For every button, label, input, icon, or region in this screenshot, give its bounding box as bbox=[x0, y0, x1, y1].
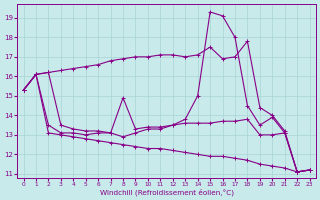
X-axis label: Windchill (Refroidissement éolien,°C): Windchill (Refroidissement éolien,°C) bbox=[100, 188, 234, 196]
